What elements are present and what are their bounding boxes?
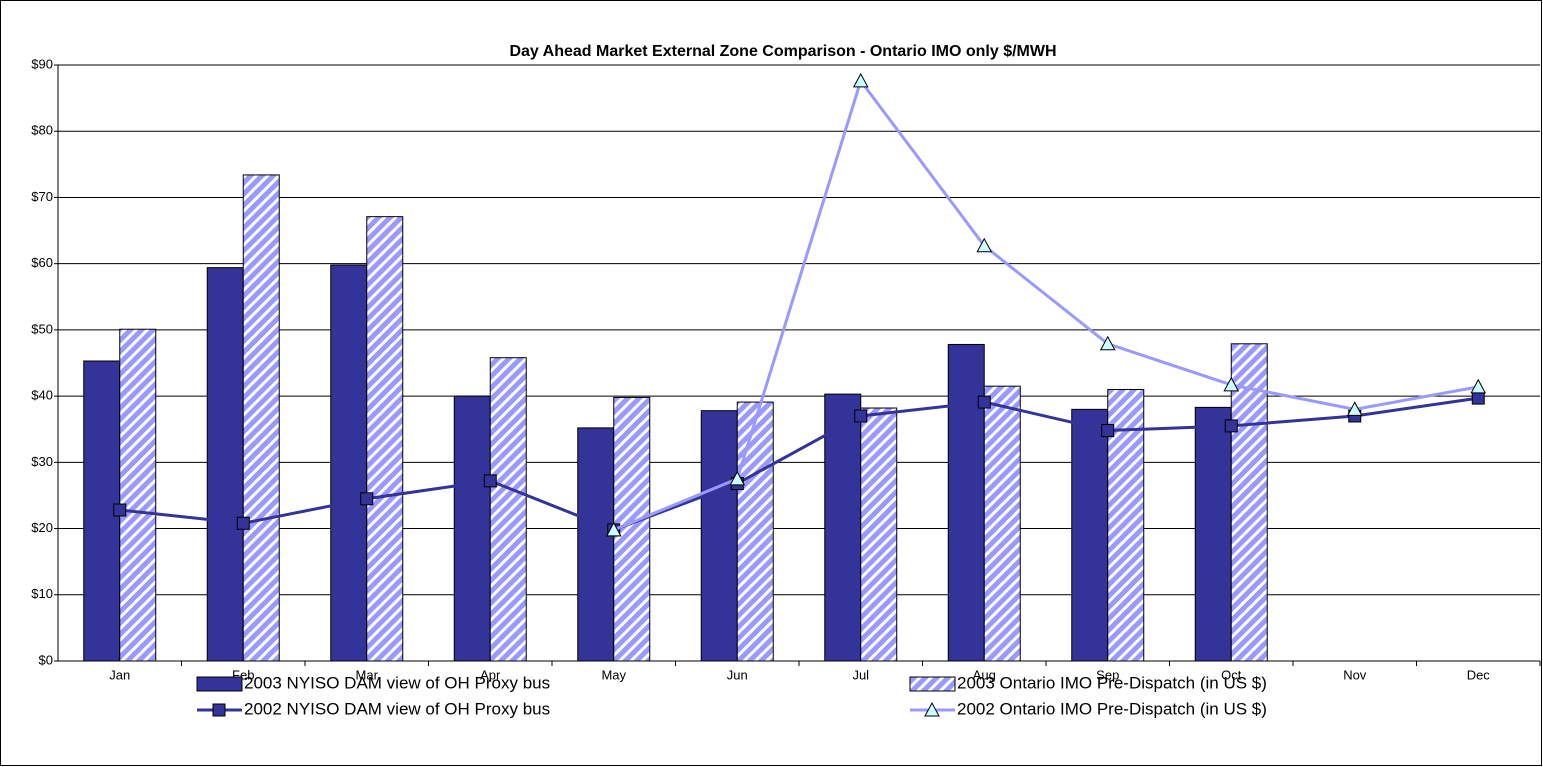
line-series xyxy=(119,396,1479,532)
y-tick-label: $10 xyxy=(31,586,53,601)
marker xyxy=(1470,378,1487,394)
bar xyxy=(947,343,985,662)
bar xyxy=(366,216,404,662)
y-tick-label: $20 xyxy=(31,520,53,535)
x-tick-label: May xyxy=(601,667,626,682)
x-tick-label: Nov xyxy=(1343,667,1367,682)
legend-label: 2003 NYISO DAM view of OH Proxy bus xyxy=(244,673,550,692)
x-tick-label: Jan xyxy=(109,667,130,682)
bar xyxy=(1194,406,1232,662)
marker xyxy=(113,503,127,517)
bar xyxy=(242,174,280,662)
legend-swatch xyxy=(196,676,243,692)
bar xyxy=(206,267,244,662)
marker xyxy=(1224,419,1238,433)
x-tick-label: Jul xyxy=(852,667,869,682)
y-tick-label: $40 xyxy=(31,388,53,403)
y-tick-label: $50 xyxy=(31,321,53,336)
bar xyxy=(489,357,527,662)
bar xyxy=(860,407,898,662)
marker xyxy=(605,521,622,537)
marker xyxy=(1346,401,1363,416)
bar xyxy=(453,395,491,662)
line-series xyxy=(613,77,1479,532)
x-tick-label: Oct xyxy=(1221,667,1242,682)
marker xyxy=(236,516,250,530)
x-tick-label: Aug xyxy=(973,667,996,682)
bar xyxy=(1071,408,1109,662)
legend-swatch xyxy=(909,676,956,692)
x-tick-label: Jun xyxy=(727,667,748,682)
y-tick-label: $70 xyxy=(31,189,53,204)
bar xyxy=(119,328,157,662)
marker xyxy=(976,237,993,253)
y-tick-label: $80 xyxy=(31,123,53,138)
y-tick-label: $0 xyxy=(39,652,53,667)
legend-label: 2002 Ontario IMO Pre-Dispatch (in US $) xyxy=(957,699,1267,718)
marker xyxy=(1223,376,1240,392)
x-tick-label: Dec xyxy=(1467,667,1491,682)
marker xyxy=(977,395,991,409)
legend-label: 2003 Ontario IMO Pre-Dispatch (in US $) xyxy=(957,673,1267,692)
marker xyxy=(483,474,497,488)
x-tick-label: Mar xyxy=(356,667,379,682)
bar xyxy=(577,427,615,662)
marker xyxy=(1471,391,1485,405)
legend-marker xyxy=(924,701,940,717)
chart-title: Day Ahead Market External Zone Compariso… xyxy=(509,43,1056,60)
marker xyxy=(852,72,869,88)
bar xyxy=(700,410,738,662)
bar xyxy=(1230,343,1268,662)
y-tick-label: $30 xyxy=(31,454,53,469)
bar xyxy=(330,264,368,662)
legend-marker xyxy=(212,703,226,717)
y-tick-label: $60 xyxy=(31,255,53,270)
marker xyxy=(854,409,868,423)
marker xyxy=(1101,424,1115,438)
bar xyxy=(983,385,1021,662)
marker xyxy=(360,492,374,506)
marker xyxy=(729,470,746,486)
x-tick-label: Sep xyxy=(1096,667,1119,682)
y-tick-label: $90 xyxy=(31,56,53,71)
x-tick-label: Apr xyxy=(480,667,501,682)
marker xyxy=(1099,335,1116,351)
bar xyxy=(736,401,774,662)
legend-label: 2002 NYISO DAM view of OH Proxy bus xyxy=(244,699,550,718)
